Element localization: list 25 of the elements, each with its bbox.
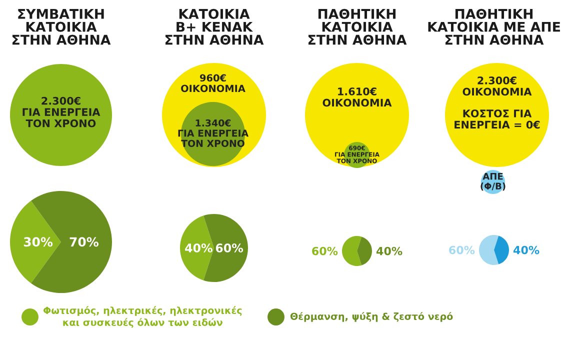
pie-slice bbox=[357, 236, 372, 266]
text: ΚΟΣΤΟΣ ΓΙΑ ΕΝΕΡΓΕΙΑ = 0€ bbox=[454, 110, 540, 129]
pie-slice bbox=[479, 235, 499, 265]
data-label: 40% bbox=[514, 246, 540, 254]
pie-slice bbox=[494, 236, 509, 264]
text: ΠΑΘΗΤΙΚΗ ΚΑΤΟΙΚΙΑ ΜΕ ΑΠΕ ΣΤΗΝ ΑΘΗΝΑ bbox=[428, 8, 560, 45]
text: 1.610€ ΟΙΚΟΝΟΜΙΑ bbox=[322, 88, 392, 107]
legend-label: Θέρμανση, ψύξη & ζεστό νερό bbox=[290, 312, 453, 322]
data-label: 60% bbox=[312, 246, 338, 256]
text: ΣΥΜΒΑΤΙΚΗ ΚΑΤΟΙΚΙΑ ΣΤΗΝ ΑΘΗΝΑ bbox=[12, 9, 111, 45]
pie-slice bbox=[10, 200, 61, 284]
data-label: 30% bbox=[24, 237, 53, 247]
legend-label: Φωτισμός, ηλεκτρικές, ηλεκτρονικές και συσκευές όλων των ειδών bbox=[43, 306, 242, 328]
data-label: 40% bbox=[185, 243, 212, 252]
pie-slice bbox=[342, 236, 362, 266]
data-label: 60% bbox=[449, 246, 475, 254]
text: 960€ ΟΙΚΟΝΟΜΙΑ bbox=[181, 74, 246, 92]
text: 2.300€ ΟΙΚΟΝΟΜΙΑ bbox=[462, 76, 532, 96]
text: 2.300€ ΓΙΑ ΕΝΕΡΓΕΙΑ ΤΟΝ ΧΡΟΝΟ bbox=[22, 96, 100, 128]
text: ΠΑΘΗΤΙΚΗ ΚΑΤΟΙΚΙΑ ΣΤΗΝ ΑΘΗΝΑ bbox=[308, 8, 407, 45]
data-label: 70% bbox=[70, 237, 99, 247]
text: ΚΑΤΟΙΚΙΑ Β+ ΚΕΝΑΚ ΣΤΗΝ ΑΘΗΝΑ bbox=[166, 8, 264, 45]
data-label: 40% bbox=[376, 246, 402, 256]
data-label: 60% bbox=[216, 243, 244, 252]
pie-slice bbox=[180, 216, 214, 280]
